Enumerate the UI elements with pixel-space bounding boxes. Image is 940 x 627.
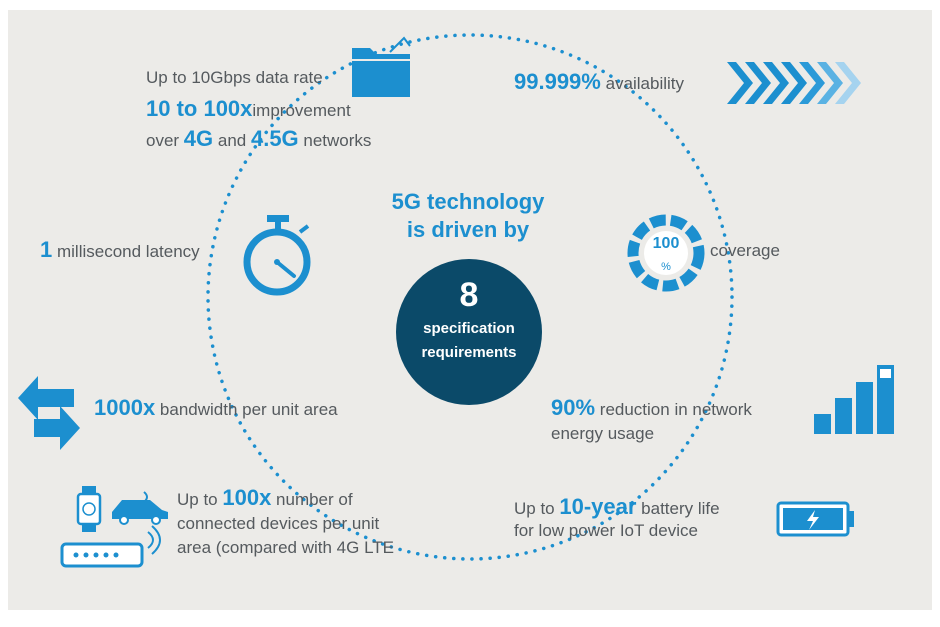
data-rate-line1: Up to 10Gbps data rate: [146, 68, 323, 87]
text-battery-life: battery life: [636, 499, 720, 518]
availability-value: 99.999%: [514, 69, 601, 94]
text-and: and: [213, 131, 251, 150]
bandwidth-text: 1000x bandwidth per unit area: [94, 397, 338, 421]
energy-line1: 90% reduction in network: [551, 397, 752, 421]
energy-line2: energy usage: [551, 424, 655, 443]
center-title-line2: is driven by: [406, 217, 530, 242]
latency-label: millisecond latency: [56, 242, 200, 261]
hub-count: 8: [459, 276, 479, 314]
data-rate-improvement-value: 10 to 100x: [146, 96, 253, 121]
bandwidth-label: bandwidth per unit area: [159, 400, 338, 419]
data-rate-improvement-label: improvement: [252, 101, 351, 120]
network-4g: 4G: [183, 126, 214, 151]
devices-line3: area (compared with 4G LTE: [177, 538, 394, 557]
battery-line2: for low power IoT device: [514, 521, 698, 540]
coverage-label: coverage: [710, 241, 780, 260]
stopwatch-icon: [243, 215, 311, 296]
devices-line1: Up to 100x number of: [177, 487, 353, 511]
battery-icon: [776, 501, 854, 537]
center-hub: 8 specification requirements: [396, 259, 542, 405]
network-4-5g: 4.5G: [250, 126, 299, 151]
chevrons-icon: [727, 62, 861, 104]
latency-value: 1: [40, 237, 53, 262]
arrows-icon: [18, 376, 80, 450]
battery-line1: Up to 10-year battery life: [514, 496, 720, 520]
gauge-icon: [627, 214, 705, 292]
battery-value: 10-year: [559, 494, 637, 519]
availability-text: 99.999% availability: [514, 71, 684, 95]
center-title-line1: 5G technology: [391, 189, 545, 214]
text-number-of: number of: [271, 490, 353, 509]
folder-icon: [352, 36, 411, 97]
center-title: 5G technology is driven by: [368, 188, 568, 244]
energy-label: reduction in network: [599, 400, 752, 419]
hub-label-line1: specification: [423, 320, 515, 337]
bandwidth-value: 1000x: [94, 395, 156, 420]
text-over: over: [146, 131, 184, 150]
energy-value: 90%: [551, 395, 596, 420]
devices-icon: [60, 486, 168, 568]
text-up-to: Up to: [177, 490, 223, 509]
hub-label-line2: requirements: [421, 344, 517, 361]
signal-bars-icon: [814, 365, 894, 434]
text-up-to: Up to: [514, 499, 560, 518]
text-networks: networks: [298, 131, 372, 150]
dotted-ring: [206, 33, 734, 561]
devices-line2: connected devices per unit: [177, 514, 380, 533]
gauge-value: 100: [652, 235, 680, 252]
devices-value: 100x: [222, 485, 272, 510]
availability-label: availability: [605, 74, 685, 93]
data-rate-line3: over 4G and 4.5G networks: [146, 128, 371, 152]
data-rate-line2: 10 to 100ximprovement: [146, 98, 351, 122]
latency-text: 1 millisecond latency: [40, 239, 200, 263]
gauge-unit: %: [661, 261, 671, 273]
